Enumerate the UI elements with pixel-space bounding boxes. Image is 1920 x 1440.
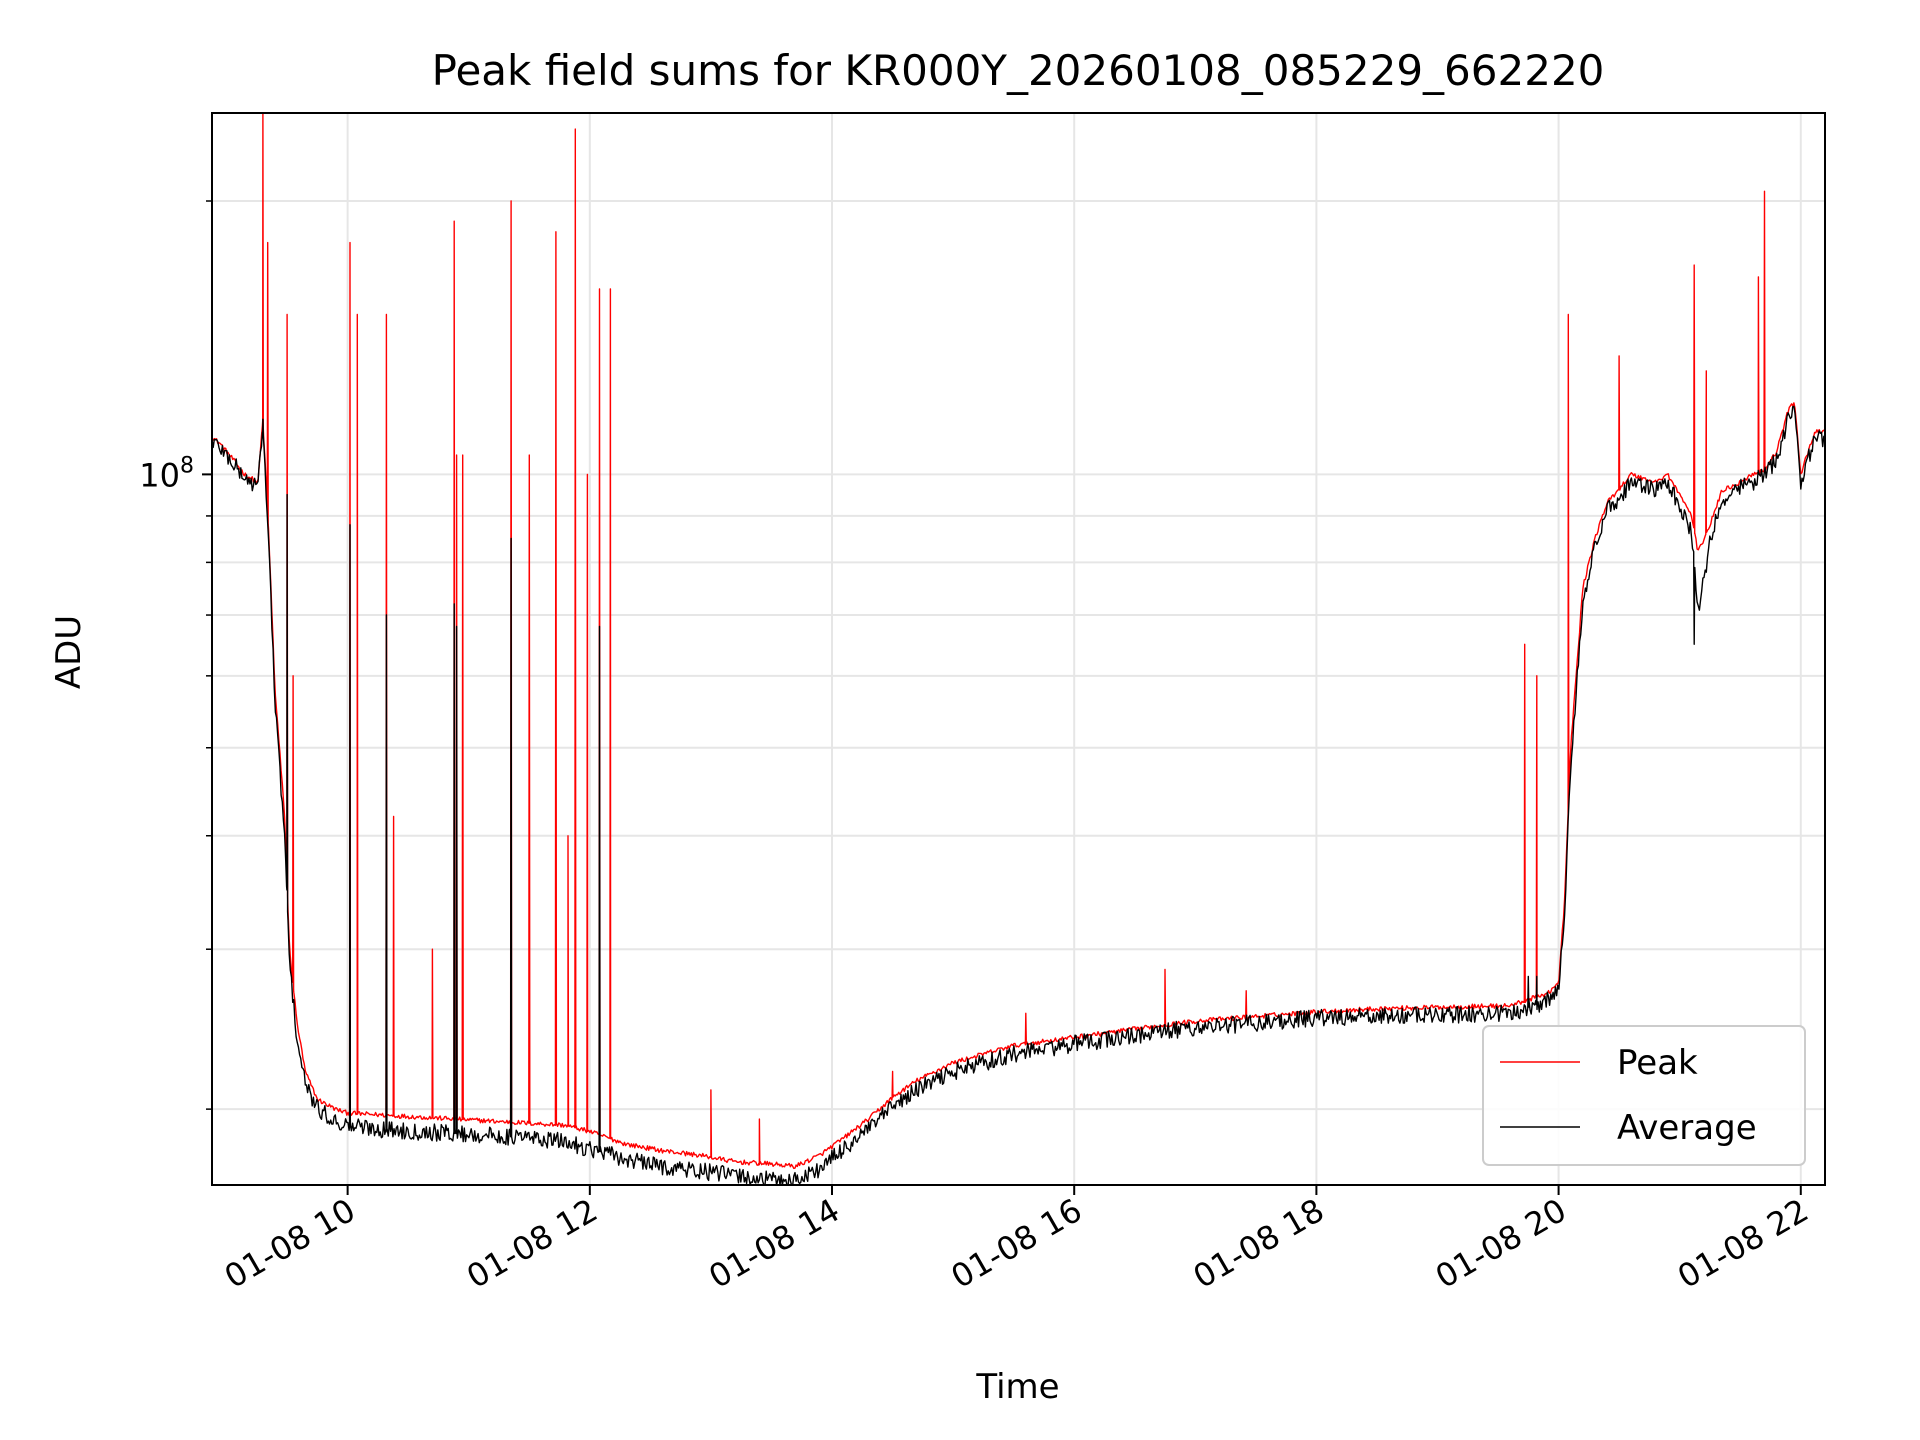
plot-area: [211, 112, 1826, 1186]
plot-background: [212, 113, 1825, 1185]
chart-title: Peak field sums for KR000Y_20260108_0852…: [432, 46, 1605, 95]
legend-box: [1482, 1025, 1806, 1166]
series-line-peak: [211, 112, 1826, 1170]
y-axis-ticks: 108: [139, 200, 212, 1110]
legend: Peak Average: [1482, 1025, 1806, 1166]
y-axis-label: ADU: [49, 615, 89, 689]
x-axis-label: Time: [975, 1367, 1059, 1407]
series-lines: [211, 112, 1826, 1186]
y-tick-label: 108: [139, 453, 194, 494]
series-line-average: [211, 405, 1826, 1186]
plot-frame: [211, 112, 1826, 1186]
legend-average-label: Average: [1617, 1108, 1757, 1148]
legend-peak-label: Peak: [1617, 1043, 1698, 1083]
